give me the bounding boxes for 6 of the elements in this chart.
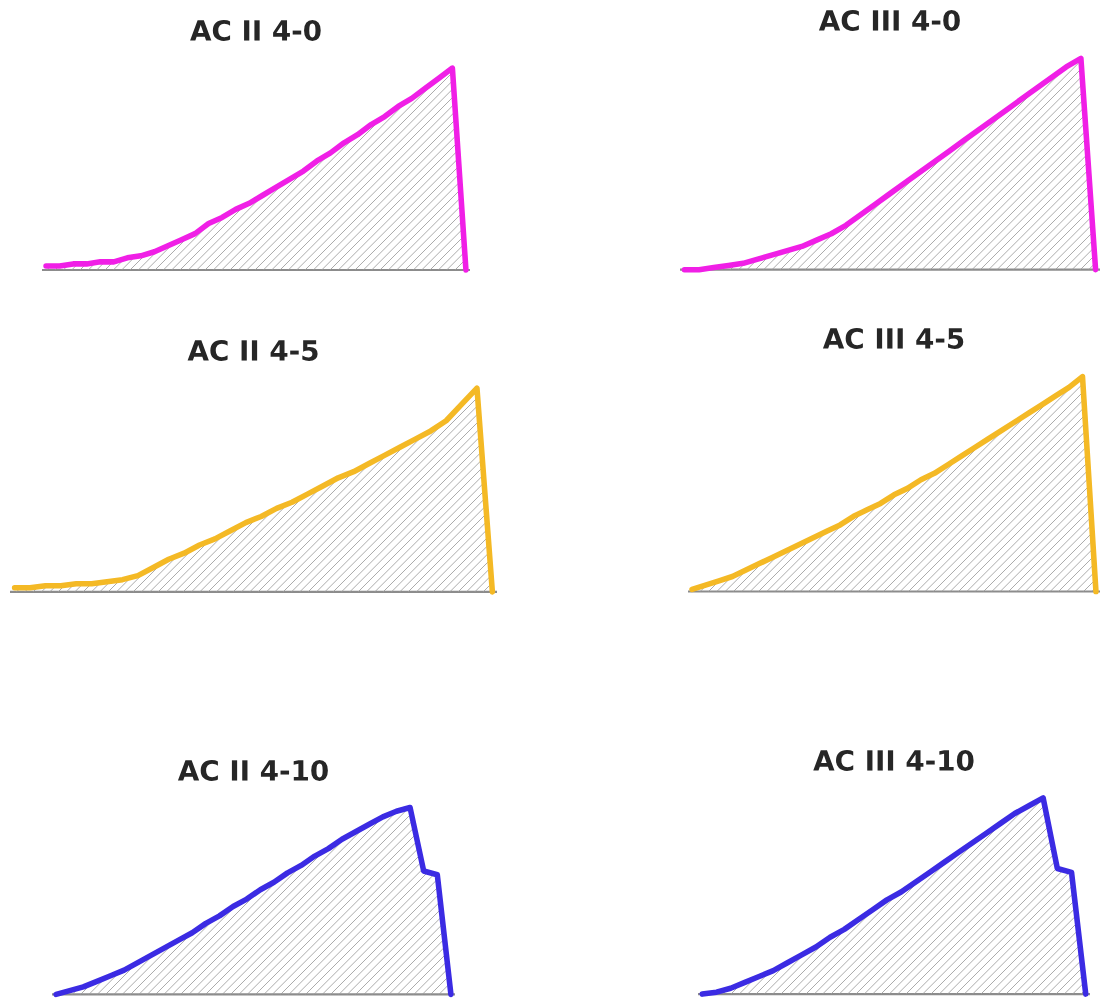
chart-title: AC III 4-10 xyxy=(813,749,974,771)
chart-title: AC II 4-5 xyxy=(187,339,318,361)
chart-title: AC II 4-0 xyxy=(190,19,321,41)
chart-title: AC III 4-5 xyxy=(822,327,964,349)
chart-title: AC III 4-0 xyxy=(818,9,960,31)
chart-title: AC II 4-10 xyxy=(177,759,328,781)
